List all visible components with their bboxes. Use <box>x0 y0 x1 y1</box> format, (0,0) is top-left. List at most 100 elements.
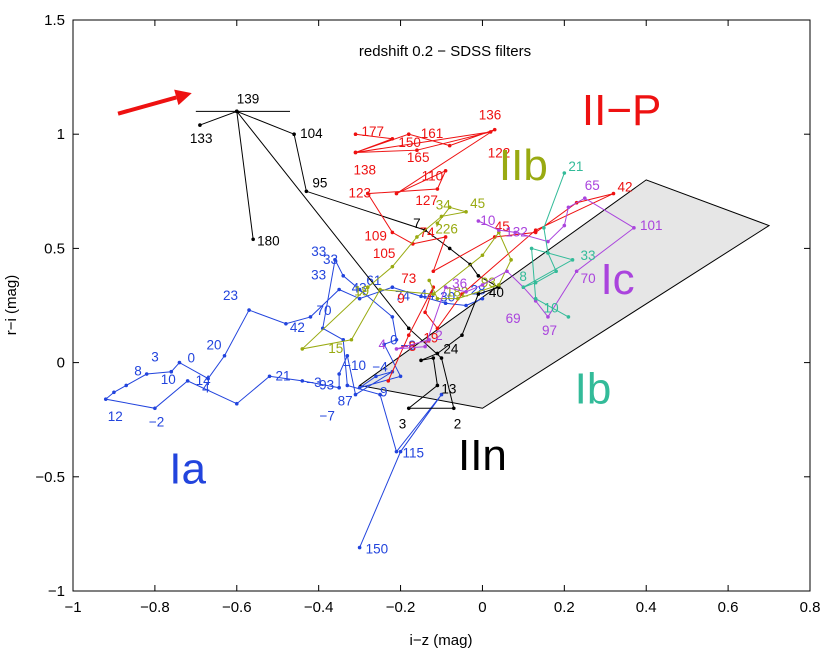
data-point <box>353 132 358 136</box>
series-ii-p: 1771501381651611361221101271231091057473… <box>348 108 632 383</box>
sn-type-label: IIn <box>458 431 507 480</box>
direction-arrow-shaft <box>117 95 177 116</box>
x-tick-label: 0.6 <box>718 599 739 616</box>
data-point <box>398 374 403 379</box>
data-point <box>366 285 370 290</box>
data-point <box>341 274 346 278</box>
data-label: 7 <box>413 216 421 231</box>
data-point <box>460 292 464 296</box>
y-axis-label: r−i (mag) <box>3 275 20 335</box>
y-tick-label: −0.5 <box>35 469 65 486</box>
data-label: 8 <box>134 363 142 378</box>
data-label: 34 <box>436 197 452 212</box>
x-tick-label: −1 <box>64 599 81 616</box>
data-point <box>337 287 341 292</box>
data-label: 9 <box>380 384 388 399</box>
data-point <box>415 235 419 239</box>
data-point <box>390 285 395 290</box>
data-point <box>513 230 517 235</box>
data-point <box>398 449 403 454</box>
data-label: 3 <box>151 350 159 365</box>
data-label: −3 <box>306 375 321 390</box>
data-point <box>447 143 452 148</box>
data-point <box>292 132 296 136</box>
data-point <box>435 187 440 191</box>
data-point <box>419 294 423 299</box>
data-point <box>185 379 190 383</box>
data-point <box>124 383 129 388</box>
data-label: 33 <box>323 252 338 267</box>
data-point <box>284 321 288 326</box>
data-point <box>406 326 411 331</box>
x-tick-label: −0.6 <box>222 599 252 616</box>
data-label: 9 <box>397 291 405 306</box>
data-label: 165 <box>407 150 430 165</box>
data-point <box>153 406 157 411</box>
data-label: 180 <box>257 233 280 248</box>
data-point <box>476 274 481 278</box>
data-label: 8 <box>519 269 527 284</box>
data-point <box>357 385 362 390</box>
tick-layer: −1 −0.8 −0.6 −0.4 −0.2 0 0.2 0.4 0.6 0.8 −1 −0.5 0 0.… <box>35 12 820 616</box>
data-label: −4 <box>372 360 388 375</box>
data-label: 21 <box>276 368 291 383</box>
data-label: 150 <box>398 135 421 150</box>
data-label: 24 <box>443 341 459 356</box>
data-label: 133 <box>190 131 213 146</box>
data-point <box>447 205 452 210</box>
data-point <box>345 353 350 358</box>
data-point <box>349 337 354 342</box>
data-label: 139 <box>237 91 260 106</box>
data-point <box>357 296 362 301</box>
data-point <box>443 168 448 173</box>
data-label: 10 <box>544 301 559 316</box>
data-point <box>431 292 436 296</box>
data-point <box>337 385 341 390</box>
data-point <box>112 390 116 395</box>
data-point <box>480 296 485 301</box>
data-point <box>480 253 485 258</box>
data-point <box>337 372 341 376</box>
data-point <box>435 383 440 388</box>
data-point <box>505 269 509 274</box>
data-point <box>546 251 550 255</box>
data-label: −8 <box>401 339 416 354</box>
series-line <box>300 206 512 350</box>
data-point <box>386 379 391 383</box>
data-point <box>566 205 571 210</box>
data-point <box>480 283 485 287</box>
data-label: 20 <box>206 338 221 353</box>
data-label: 97 <box>542 323 557 338</box>
data-point <box>366 191 370 196</box>
data-label: 0 <box>390 332 398 347</box>
data-point <box>439 356 444 360</box>
data-point <box>394 191 399 196</box>
shaded-region-layer <box>358 179 771 409</box>
data-label: 87 <box>338 394 353 409</box>
data-label: 73 <box>401 271 416 286</box>
x-axis-label: i−z (mag) <box>410 632 473 649</box>
data-point <box>378 392 382 397</box>
data-point <box>632 226 636 230</box>
data-point <box>443 285 448 290</box>
data-point <box>435 221 440 226</box>
data-point <box>533 296 538 301</box>
data-label: 23 <box>223 288 238 303</box>
data-label: 136 <box>479 108 502 123</box>
data-point <box>562 171 567 175</box>
type-label-layer: Ia IIn Ib Ic IIb II−P <box>169 86 661 494</box>
data-label: 150 <box>366 542 389 557</box>
data-label: 69 <box>506 311 521 326</box>
data-label: 105 <box>373 246 396 261</box>
data-point <box>492 127 497 132</box>
data-point <box>431 269 436 274</box>
data-label: 110 <box>422 169 444 184</box>
data-label: 33 <box>311 268 326 283</box>
data-point <box>533 228 538 232</box>
data-label: 93 <box>319 378 334 393</box>
data-label: 10 <box>480 213 495 228</box>
data-point <box>415 148 419 152</box>
data-point <box>443 235 448 239</box>
data-label: −7 <box>320 409 335 424</box>
